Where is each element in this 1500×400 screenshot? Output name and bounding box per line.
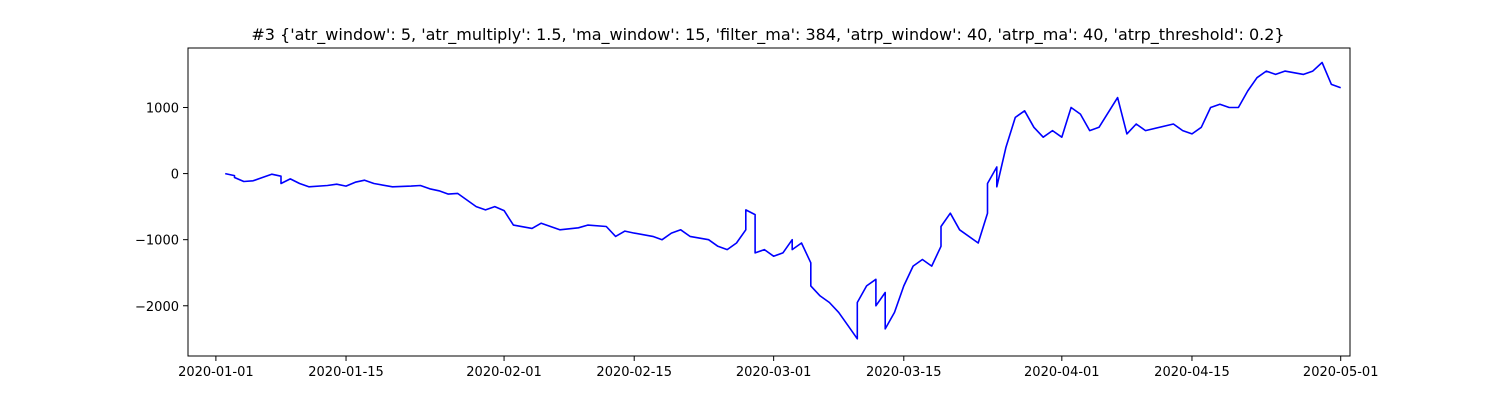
series-line-0 xyxy=(225,61,1341,340)
plot-area xyxy=(225,61,1341,340)
x-axis: 2020-01-01 2020-01-15 2020-02-01 2020-02-15… xyxy=(178,356,1378,380)
x-tick-label: 2020-03-15 xyxy=(866,365,942,380)
x-tick-label: 2020-01-15 xyxy=(308,365,384,380)
x-tick-label: 2020-04-01 xyxy=(1024,365,1100,380)
y-tick-label: −1000 xyxy=(135,234,179,249)
y-tick-label: 0 xyxy=(171,168,179,183)
axes-frame xyxy=(187,47,1351,357)
x-tick-label: 2020-04-15 xyxy=(1154,365,1230,380)
y-tick-label: −2000 xyxy=(135,300,179,315)
chart-title: #3 {'atr_window': 5, 'atr_multiply': 1.5… xyxy=(251,25,1284,45)
x-tick-label: 2020-02-01 xyxy=(466,365,542,380)
x-tick-label: 2020-01-01 xyxy=(178,365,254,380)
x-tick-label: 2020-05-01 xyxy=(1303,365,1379,380)
y-axis: −2000 −1000 0 1000 xyxy=(135,101,188,315)
x-tick-label: 2020-03-01 xyxy=(736,365,812,380)
x-tick-label: 2020-02-15 xyxy=(596,365,672,380)
y-tick-label: 1000 xyxy=(146,101,179,116)
